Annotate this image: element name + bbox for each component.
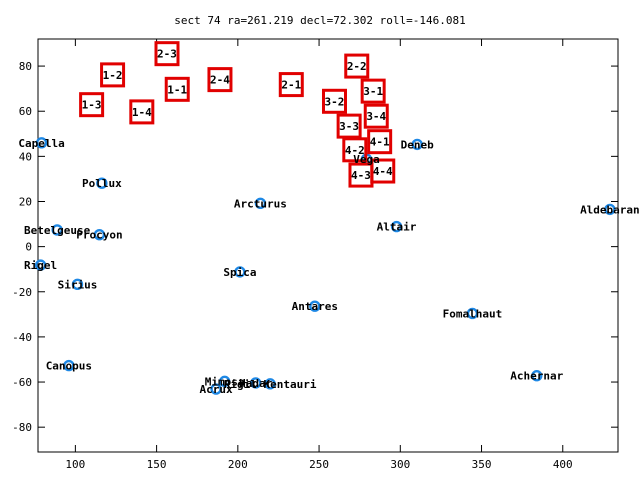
sector-box	[79, 92, 105, 118]
x-tick-label: 400	[553, 458, 573, 471]
x-tick-label: 100	[65, 458, 85, 471]
star-label: Spica	[223, 266, 256, 279]
star-label: Altair	[377, 221, 417, 234]
star-marker	[264, 378, 276, 390]
sector-box-label: 3-3	[339, 120, 359, 133]
sector-box-label: 3-4	[366, 110, 386, 123]
star-marker	[234, 266, 246, 278]
star-marker	[531, 370, 543, 382]
sector-box	[164, 76, 190, 102]
sector-box	[278, 72, 304, 98]
star-label: Capella	[18, 137, 64, 150]
plot-border	[37, 38, 619, 453]
star-label: Canopus	[46, 360, 92, 373]
star-marker	[254, 197, 267, 209]
sector-box-label: 3-1	[363, 85, 383, 98]
star-marker	[218, 375, 231, 388]
star-marker	[96, 177, 108, 189]
star-marker	[35, 137, 48, 149]
star-marker	[93, 228, 106, 241]
star-label: Achernar	[510, 370, 563, 383]
star-marker	[210, 383, 222, 395]
star-label: Betelgeuse	[24, 224, 91, 237]
y-tick-label: 80	[19, 60, 32, 73]
sector-box	[344, 53, 370, 79]
star-markers	[34, 137, 616, 395]
star-marker	[51, 224, 63, 236]
sector-boxes: 2-3 1-2 1-1 1-3 1-4 2-4 2-1 2-2 3-1 3-2 3-4 3-3 4-1 4…	[79, 41, 396, 188]
sector-box-label: 2-1	[281, 79, 301, 92]
star-marker	[250, 377, 262, 389]
sector-box	[129, 99, 155, 125]
star-marker	[390, 220, 403, 233]
sector-box-label: 2-2	[347, 60, 367, 73]
sector-box	[154, 41, 180, 67]
sector-box-label: 4-2	[345, 144, 365, 157]
sector-box	[342, 137, 368, 163]
axis-ticks: 100 150 200 250 300 350 400 -80 -60 -40 -20 0 20 40 60…	[12, 39, 618, 471]
star-label: Sirius	[58, 278, 98, 291]
star-label: Procyon	[76, 229, 122, 242]
sector-box	[367, 129, 393, 155]
star-label: Hadar	[239, 377, 272, 390]
star-label: Arcturus	[234, 197, 287, 210]
star-label: Vega	[353, 153, 380, 166]
sector-box-label: 2-4	[210, 74, 230, 87]
y-tick-label: -80	[12, 421, 32, 434]
sector-box-label: 4-1	[370, 136, 390, 149]
chart-title: sect 74 ra=261.219 decl=72.302 roll=-146…	[174, 14, 465, 27]
x-tick-label: 250	[309, 458, 329, 471]
y-tick-label: 20	[19, 195, 32, 208]
star-label: Fomalhaut	[443, 307, 503, 320]
star-label: Antares	[292, 300, 338, 313]
sector-box	[348, 162, 374, 188]
y-tick-label: -60	[12, 376, 32, 389]
star-label: Acrux	[199, 383, 232, 396]
x-tick-label: 350	[472, 458, 492, 471]
sector-box-label: 1-2	[103, 69, 123, 82]
y-tick-label: -40	[12, 331, 32, 344]
x-tick-label: 150	[147, 458, 167, 471]
sector-box-label: 2-3	[157, 48, 177, 61]
sector-box-label: 4-3	[351, 169, 371, 182]
y-tick-label: 60	[19, 105, 32, 118]
star-marker	[34, 259, 47, 271]
star-marker	[309, 300, 321, 312]
sector-box-label: 3-2	[325, 95, 345, 108]
star-label: Aldebaran	[580, 203, 640, 216]
sector-box	[360, 78, 386, 104]
sector-box-label: 1-4	[132, 106, 152, 119]
star-label: Rigel	[24, 259, 57, 272]
sector-box	[100, 62, 126, 88]
sector-box-label: 1-3	[82, 99, 102, 112]
star-marker	[71, 278, 84, 291]
sector-box	[336, 113, 362, 139]
star-label: Mimosa	[205, 375, 245, 388]
x-tick-label: 200	[228, 458, 248, 471]
sector-box	[363, 103, 389, 129]
y-tick-label: 40	[19, 150, 32, 163]
sector-box	[207, 67, 233, 93]
star-label: Deneb	[401, 138, 434, 151]
star-marker	[466, 307, 479, 320]
y-tick-label: 0	[25, 241, 32, 254]
sector-box-label: 1-1	[167, 83, 187, 96]
y-tick-label: -20	[12, 286, 32, 299]
star-marker	[63, 359, 75, 372]
star-marker	[604, 203, 616, 216]
star-label: Pollux	[82, 177, 122, 190]
x-tick-label: 300	[390, 458, 410, 471]
sector-box-label: 4-4	[373, 165, 393, 178]
plot-frame	[37, 38, 619, 453]
star-marker	[411, 138, 423, 151]
sector-box	[321, 88, 347, 114]
star-label: Rigil Kentauri	[224, 378, 317, 391]
